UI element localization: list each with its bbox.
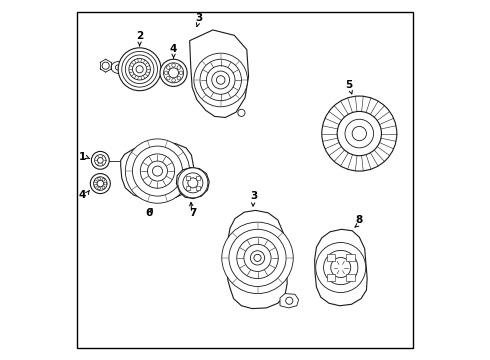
Text: 1: 1 bbox=[79, 152, 86, 162]
Circle shape bbox=[178, 168, 208, 198]
Text: 8: 8 bbox=[356, 215, 363, 225]
Polygon shape bbox=[280, 294, 298, 308]
Bar bbox=[196, 186, 200, 190]
Polygon shape bbox=[121, 143, 195, 200]
Text: 6: 6 bbox=[145, 207, 152, 217]
Bar bbox=[346, 255, 355, 261]
Circle shape bbox=[316, 243, 366, 293]
Text: 4: 4 bbox=[79, 190, 86, 200]
Bar bbox=[327, 255, 336, 261]
Bar bbox=[186, 186, 190, 190]
Text: 3: 3 bbox=[195, 13, 202, 23]
Text: 2: 2 bbox=[136, 31, 143, 41]
Circle shape bbox=[337, 111, 381, 156]
Polygon shape bbox=[315, 229, 367, 306]
Circle shape bbox=[90, 174, 110, 194]
Polygon shape bbox=[226, 210, 287, 309]
Bar bbox=[196, 176, 200, 180]
Circle shape bbox=[322, 96, 397, 171]
Circle shape bbox=[160, 59, 187, 86]
Bar bbox=[327, 274, 336, 281]
Text: 3: 3 bbox=[250, 192, 258, 202]
Circle shape bbox=[238, 109, 245, 116]
Circle shape bbox=[118, 48, 161, 91]
Circle shape bbox=[286, 297, 293, 304]
Text: 5: 5 bbox=[345, 80, 353, 90]
Circle shape bbox=[194, 53, 247, 107]
Text: 4: 4 bbox=[170, 44, 177, 54]
Circle shape bbox=[125, 139, 190, 203]
Text: 7: 7 bbox=[189, 207, 196, 217]
Circle shape bbox=[92, 152, 109, 169]
Polygon shape bbox=[176, 167, 209, 199]
Bar bbox=[186, 176, 190, 180]
Polygon shape bbox=[190, 30, 248, 117]
Bar bbox=[346, 274, 355, 281]
Circle shape bbox=[222, 222, 293, 294]
